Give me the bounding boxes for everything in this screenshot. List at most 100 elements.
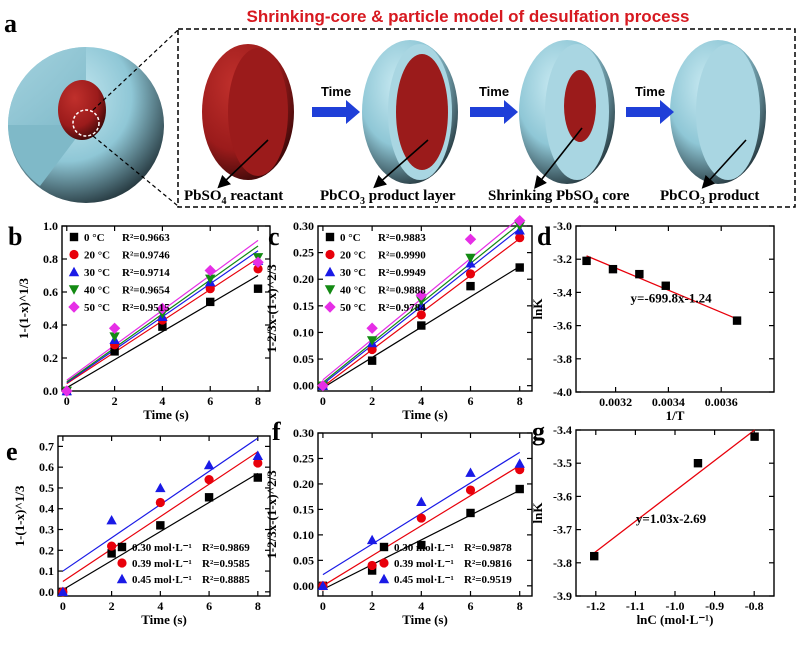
data-point [367, 566, 377, 575]
y-tick-label: 0.6 [39, 460, 54, 474]
data-point [465, 467, 476, 477]
y-tick-label: 1.0 [43, 219, 58, 233]
caption-reactant: PbSO4 reactant [184, 188, 283, 207]
y-tick-label: 0.15 [293, 502, 314, 516]
x-tick-label: 0.0032 [599, 395, 632, 409]
data-point [366, 322, 378, 334]
legend-marker [69, 249, 79, 260]
svg-text:Time: Time [321, 84, 351, 99]
fit-equation: y=1.03x-2.69 [636, 511, 707, 526]
legend-entry-name: 0 °C [84, 232, 105, 244]
y-tick-label: 0.0 [43, 384, 58, 398]
x-tick-label: -1.0 [666, 599, 685, 613]
legend-entry-r2: R²=0.9663 [122, 232, 170, 244]
legend-marker [69, 232, 79, 242]
data-point [514, 221, 525, 232]
fit-line-series-1 [322, 465, 521, 587]
chart-panel-g: g -3.9 -3.8 -3.7 -3.6 -3.5 -3.4 -1.2 -1.1 -1.0 -0.… [530, 417, 775, 627]
data-point [110, 347, 119, 356]
data-point [417, 321, 426, 330]
chart-panel-c: c 0.00 0.05 0.10 0.15 0.20 0.25 0.30 0 2 4 6 8 Time (… [264, 214, 533, 422]
x-tick-label: 8 [517, 599, 523, 613]
y-tick-label: -4.0 [553, 385, 572, 399]
legend-entry-r2: R²=0.9585 [202, 558, 250, 570]
y-tick-label: 0.15 [293, 299, 314, 313]
x-axis-label: Time (s) [143, 407, 189, 422]
cutaway-sphere [8, 47, 164, 203]
data-point [158, 322, 167, 331]
data-point [206, 297, 215, 307]
y-tick-label: 0.8 [43, 252, 58, 266]
y-tick-label: 0.05 [293, 352, 314, 366]
legend-marker [117, 558, 127, 568]
legend-entry-r2: R²=0.9714 [122, 267, 170, 279]
x-tick-label: 4 [157, 599, 163, 613]
panel-letter-b: b [8, 222, 22, 251]
legend-marker [68, 301, 80, 313]
plot-frame [57, 435, 271, 597]
data-point [107, 541, 117, 551]
legend-marker [324, 285, 336, 295]
x-tick-label: 4 [418, 599, 424, 613]
y-tick-label: 0.30 [293, 426, 314, 440]
legend-marker [325, 232, 335, 242]
data-point [155, 497, 165, 508]
x-tick-label: 8 [255, 599, 261, 613]
legend-entry-name: 0.45 mol·L⁻¹ [394, 574, 454, 586]
x-tick-label: 6 [207, 394, 213, 408]
schematic-panel: a Shrinking-core & particle model of des… [4, 7, 796, 208]
legend-entry-r2: R²=0.9816 [464, 558, 512, 570]
data-point [514, 214, 526, 227]
y-tick-label: -3.6 [553, 319, 572, 333]
x-tick-label: 2 [112, 394, 118, 408]
legend-entry-r2: R²=0.9515 [122, 302, 170, 314]
chart-panel-e: e 0.0 0.1 0.2 0.3 0.4 0.5 0.6 0.7 0 2 4 6 8 Time (s) 1-… [6, 435, 271, 627]
data-point [57, 586, 69, 597]
y-tick-label: 0.00 [293, 379, 314, 393]
legend-marker [324, 266, 336, 277]
legend-marker [68, 285, 80, 295]
legend-entry-name: 20 °C [84, 250, 110, 262]
data-point [514, 458, 525, 468]
fit-line-series-0 [62, 472, 259, 591]
y-tick-label: -3.0 [553, 219, 572, 233]
legend-marker [117, 542, 127, 552]
chart-panel-d: d -4.0 -3.8 -3.6 -3.4 -3.2 -3.0 0.0032 0.0034 0.0… [530, 219, 775, 423]
legend-marker [325, 249, 335, 260]
x-tick-label: 0 [60, 599, 66, 613]
x-tick-label: -0.9 [705, 599, 724, 613]
fit-line-series-1 [62, 451, 259, 582]
x-axis-label: 1/T [666, 408, 685, 423]
data-point [465, 269, 476, 279]
plot-frame [317, 225, 533, 392]
fit-line-series-0 [322, 489, 520, 590]
data-point [416, 513, 426, 523]
panel-letter-g: g [532, 417, 545, 446]
data-point [582, 256, 591, 266]
legend-entry-r2: R²=0.9878 [464, 542, 512, 554]
schematic-frame [177, 28, 796, 208]
data-point [466, 508, 475, 518]
x-tick-label: 2 [109, 599, 115, 613]
plot-frame [317, 432, 533, 597]
legend-entry-r2: R²=0.9949 [378, 267, 426, 279]
x-axis-label: Time (s) [402, 407, 448, 422]
y-tick-label: 0.7 [39, 439, 54, 453]
svg-text:Time: Time [479, 84, 509, 99]
x-tick-label: 8 [517, 394, 523, 408]
data-point [465, 253, 476, 264]
y-tick-label: -3.5 [553, 456, 572, 470]
y-tick-label: -3.2 [553, 252, 572, 266]
data-point [253, 458, 263, 468]
stage-shrinking-core [519, 40, 615, 184]
y-tick-label: 0.00 [293, 579, 314, 593]
data-point [204, 264, 216, 277]
x-axis-label: lnC (mol·L⁻¹) [637, 612, 714, 627]
y-tick-label: -3.4 [553, 285, 572, 299]
data-point [661, 281, 670, 290]
y-tick-label: 0.1 [39, 564, 54, 578]
y-tick-label: 0.0 [39, 585, 54, 599]
data-point [106, 514, 117, 525]
data-point [205, 284, 215, 294]
x-tick-label: -1.1 [626, 599, 645, 613]
